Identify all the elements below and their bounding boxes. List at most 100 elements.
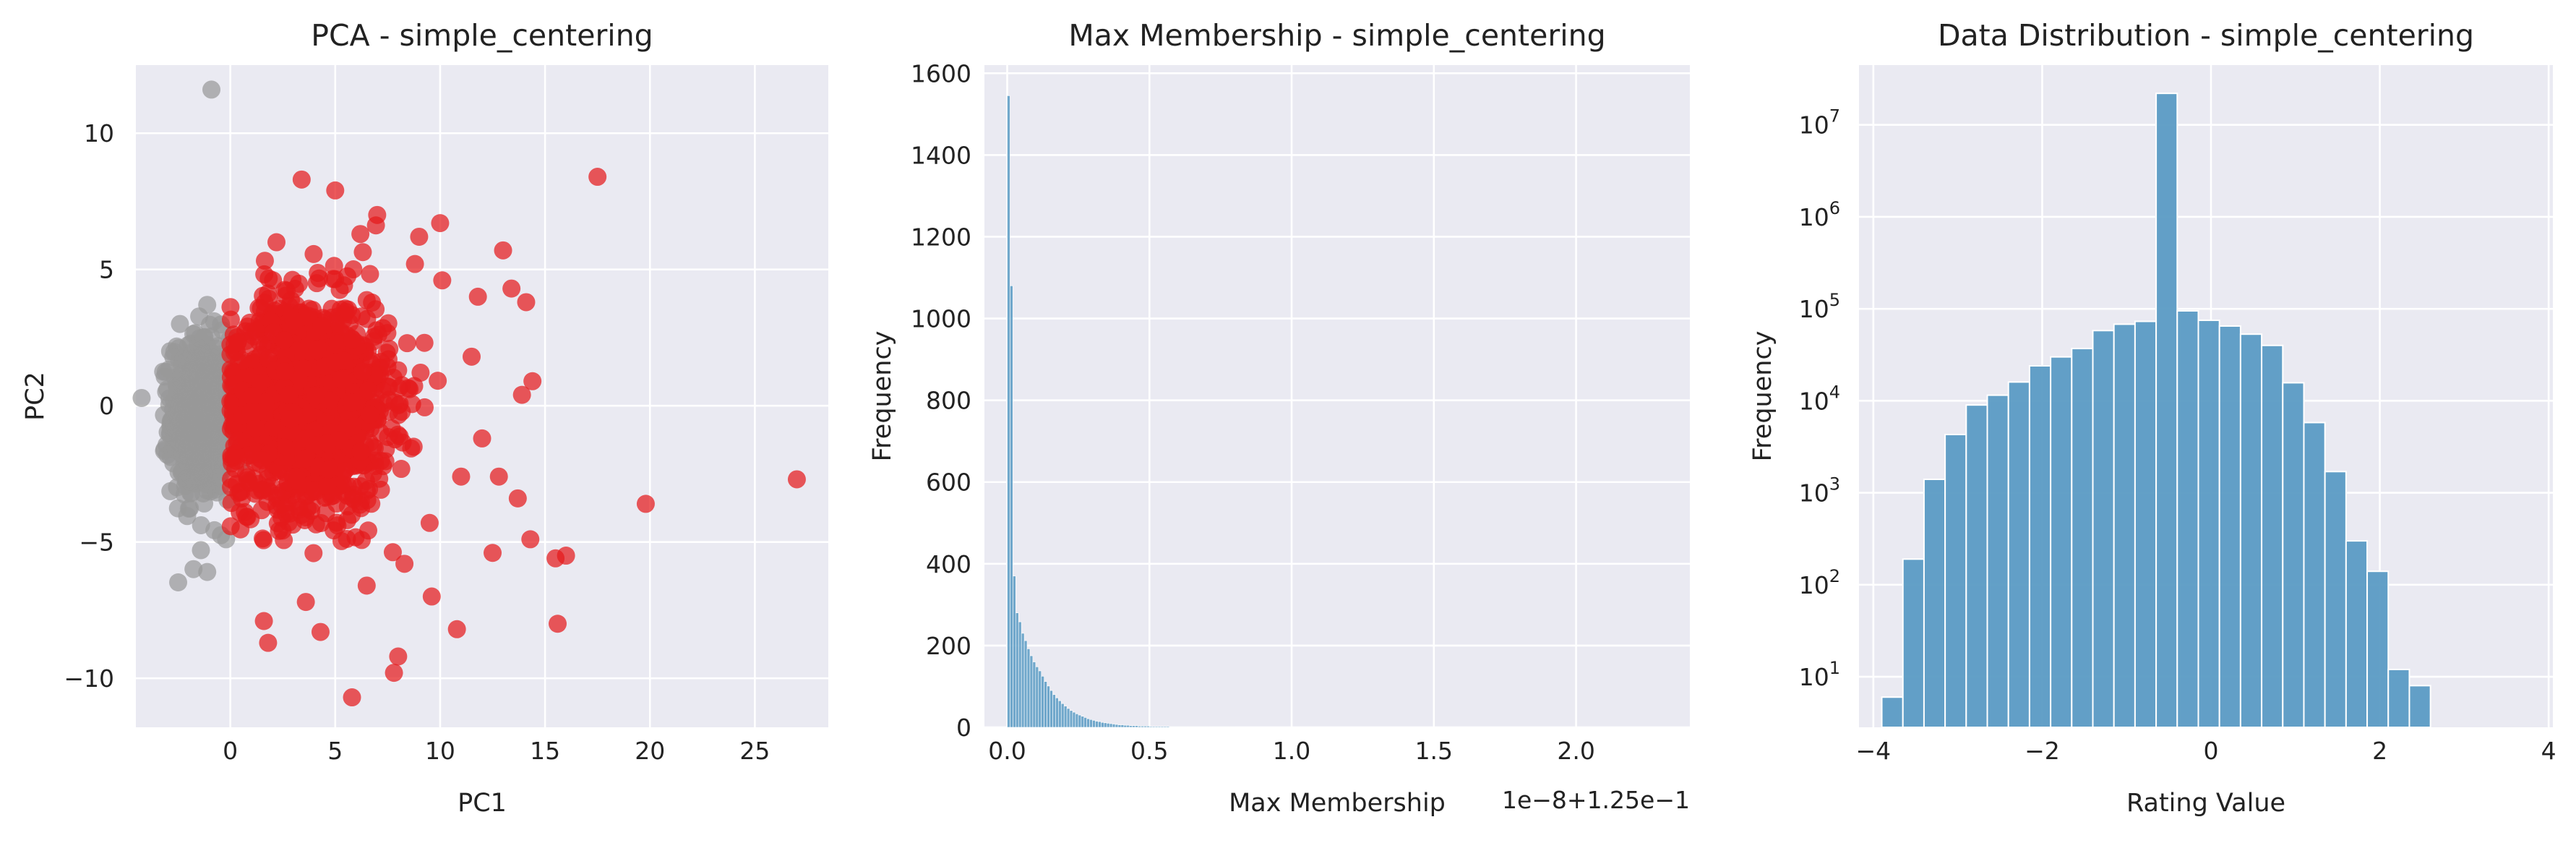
scatter-point bbox=[422, 587, 441, 606]
membership-gridlines bbox=[984, 65, 1690, 729]
histogram-bar bbox=[2197, 320, 2220, 728]
scatter-point bbox=[287, 471, 306, 489]
scatter-point bbox=[275, 331, 293, 350]
histogram-bar bbox=[1049, 690, 1053, 728]
histogram-bar bbox=[1078, 714, 1082, 728]
pca-x-tick-label: 15 bbox=[530, 737, 560, 765]
scatter-point bbox=[253, 450, 272, 469]
histogram-bar bbox=[1069, 710, 1073, 728]
scatter-point bbox=[255, 265, 274, 283]
scatter-point bbox=[322, 299, 341, 318]
histogram-bar bbox=[2092, 330, 2115, 729]
histogram-bar bbox=[1138, 726, 1141, 728]
histogram-bar bbox=[1115, 724, 1119, 728]
histogram-bar bbox=[2050, 356, 2073, 728]
scatter-point bbox=[161, 482, 180, 500]
scatter-point bbox=[164, 348, 183, 367]
scatter-point bbox=[372, 480, 390, 499]
scatter-point bbox=[267, 233, 286, 252]
scatter-point bbox=[361, 405, 379, 424]
scatter-point bbox=[473, 429, 491, 448]
scatter-point bbox=[222, 478, 241, 497]
scatter-point bbox=[320, 391, 339, 410]
histogram-bar bbox=[1129, 725, 1133, 728]
scatter-point bbox=[462, 347, 481, 366]
histogram-bar bbox=[1041, 676, 1044, 728]
scatter-point bbox=[379, 427, 398, 446]
distribution-x-tick-label: 2 bbox=[2372, 737, 2387, 765]
distribution-x-tick-label: −2 bbox=[2025, 737, 2060, 765]
scatter-point bbox=[326, 181, 345, 200]
histogram-bar bbox=[2366, 570, 2390, 729]
scatter-point bbox=[335, 462, 353, 481]
pca-y-tick-label: 10 bbox=[84, 119, 114, 147]
scatter-point bbox=[385, 664, 403, 682]
scatter-point bbox=[205, 440, 223, 459]
scatter-point bbox=[288, 492, 306, 510]
distribution-y-tick-label: 104 bbox=[1799, 382, 1840, 415]
scatter-point bbox=[184, 560, 203, 578]
pca-y-tick-label: −5 bbox=[79, 529, 114, 557]
membership-y-tick-label: 400 bbox=[926, 550, 971, 578]
membership-x-tick-label: 0.0 bbox=[988, 737, 1026, 765]
histogram-bar bbox=[2134, 320, 2158, 728]
membership-title: Max Membership - simple_centering bbox=[1068, 18, 1605, 53]
scatter-point bbox=[308, 341, 327, 359]
membership-y-axis-label: Frequency bbox=[868, 331, 897, 462]
histogram-bar bbox=[2239, 333, 2263, 729]
histogram-bar bbox=[1035, 667, 1039, 728]
scatter-point bbox=[353, 362, 372, 381]
scatter-point bbox=[228, 333, 247, 352]
pca-points bbox=[132, 80, 806, 707]
scatter-point bbox=[241, 402, 260, 421]
scatter-point bbox=[184, 434, 202, 453]
distribution-tick-labels: −4 −2 0 2 4 101 102 103 104 105 106 107 bbox=[1799, 106, 2556, 765]
histogram-bar bbox=[1135, 725, 1138, 728]
scatter-point bbox=[353, 243, 372, 262]
scatter-point bbox=[294, 359, 313, 378]
pca-x-tick-label: 20 bbox=[635, 737, 665, 765]
histogram-bar bbox=[1029, 655, 1034, 728]
distribution-y-axis-label: Frequency bbox=[1748, 331, 1777, 462]
scatter-point bbox=[332, 370, 351, 389]
scatter-point bbox=[280, 385, 299, 404]
histogram-bar bbox=[1018, 621, 1022, 728]
scatter-point bbox=[405, 254, 424, 273]
histogram-bar bbox=[1058, 700, 1062, 728]
histogram-bar bbox=[1141, 726, 1144, 728]
histogram-bar bbox=[1032, 662, 1036, 728]
scatter-point bbox=[384, 368, 403, 387]
histogram-bar bbox=[2261, 344, 2284, 728]
scatter-point bbox=[198, 562, 217, 581]
scatter-point bbox=[306, 515, 325, 534]
histogram-bar bbox=[1120, 724, 1125, 728]
scatter-point bbox=[275, 281, 294, 299]
membership-y-tick-label: 1400 bbox=[911, 141, 971, 169]
histogram-bar bbox=[1023, 640, 1028, 728]
histogram-bar bbox=[1902, 558, 1925, 729]
scatter-point bbox=[468, 287, 487, 306]
distribution-histogram-panel: −4 −2 0 2 4 101 102 103 104 105 106 107 Data Distri… bbox=[1748, 18, 2556, 818]
histogram-bar bbox=[2324, 471, 2347, 729]
membership-y-tick-label: 1000 bbox=[911, 305, 971, 333]
membership-x-axis-label: Max Membership bbox=[1229, 789, 1446, 818]
histogram-bar bbox=[1944, 433, 1967, 728]
histogram-bar bbox=[1066, 708, 1070, 728]
scatter-point bbox=[255, 252, 274, 270]
histogram-bar bbox=[1103, 722, 1107, 728]
scatter-point bbox=[279, 513, 298, 532]
pca-series-red bbox=[221, 168, 806, 707]
scatter-point bbox=[284, 311, 303, 330]
scatter-point bbox=[304, 544, 323, 562]
scatter-point bbox=[549, 615, 567, 633]
distribution-x-tick-label: 0 bbox=[2204, 737, 2219, 765]
scatter-point bbox=[415, 333, 434, 352]
membership-y-tick-label: 800 bbox=[926, 387, 971, 415]
histogram-bar bbox=[2218, 325, 2241, 728]
pca-x-tick-label: 0 bbox=[223, 737, 238, 765]
scatter-point bbox=[156, 362, 175, 381]
scatter-point bbox=[328, 334, 347, 353]
membership-bars bbox=[1007, 95, 1235, 728]
pca-tick-labels: 0 5 10 15 20 25 −10 −5 0 5 10 bbox=[64, 119, 770, 765]
histogram-bar bbox=[1015, 612, 1019, 728]
